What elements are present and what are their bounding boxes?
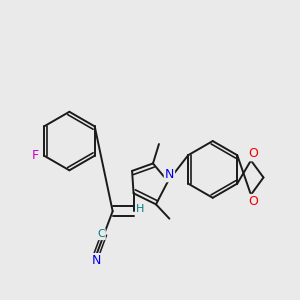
Text: C: C	[97, 229, 105, 239]
Text: N: N	[92, 254, 101, 267]
Text: O: O	[248, 147, 258, 161]
Text: O: O	[248, 195, 258, 208]
Text: F: F	[32, 149, 39, 162]
Text: N: N	[165, 168, 174, 181]
Text: H: H	[136, 204, 144, 214]
